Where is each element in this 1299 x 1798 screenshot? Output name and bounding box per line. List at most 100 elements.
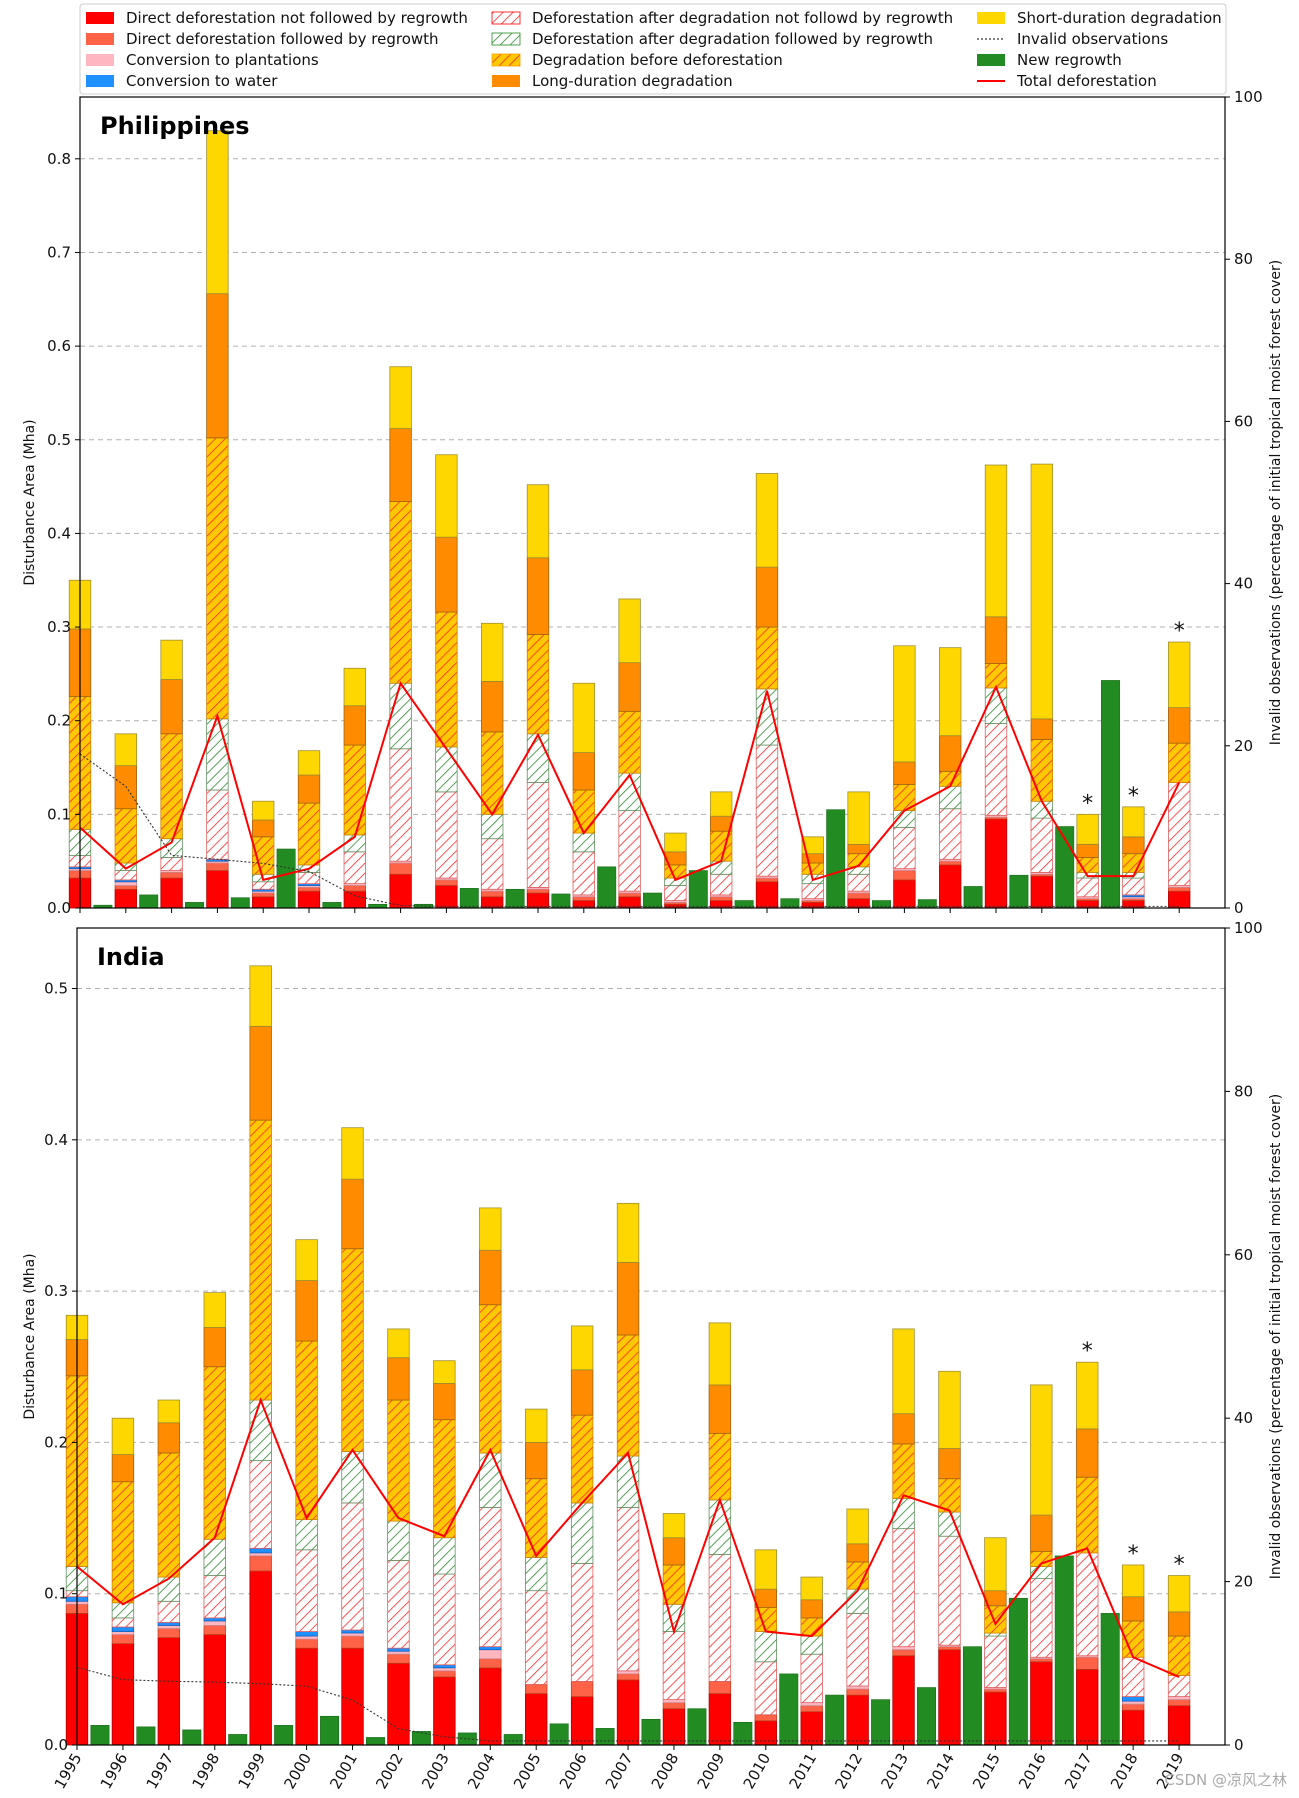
bar-stack-2005 — [526, 484, 550, 909]
bar-stack-2012 — [846, 1508, 869, 1746]
bar-direct-deforestation-followed-by-regrowth-2004 — [479, 1658, 502, 1669]
bar-degradation-before-deforestation-1996 — [111, 1481, 135, 1604]
bar-direct-deforestation-not-followed-by-regrowth-2009 — [708, 1693, 732, 1746]
bar-deforestation-after-degradation-not-followd-by-regrowth-2016 — [1030, 1578, 1053, 1658]
bar-direct-deforestation-not-followed-by-regrowth-2014 — [939, 864, 962, 909]
bar-long-duration-degradation-1999 — [252, 819, 275, 838]
bar-short-duration-degradation-2006 — [572, 682, 595, 753]
bar-direct-deforestation-followed-by-regrowth-2004 — [481, 890, 504, 898]
bar-deforestation-after-degradation-not-followd-by-regrowth-2000 — [297, 872, 321, 885]
bar-direct-deforestation-followed-by-regrowth-2000 — [295, 1638, 318, 1649]
bar-direct-deforestation-not-followed-by-regrowth-2002 — [387, 1662, 410, 1746]
y2-axis-title: Invalid observations (percentage of init… — [1268, 260, 1284, 745]
legend-label-invalid: Invalid observations — [1017, 30, 1168, 48]
bar-direct-deforestation-not-followed-by-regrowth-2004 — [479, 1667, 502, 1746]
bar-short-duration-degradation-2006 — [570, 1325, 594, 1371]
bar-deforestation-after-degradation-not-followd-by-regrowth-2016 — [1030, 817, 1053, 873]
bar-long-duration-degradation-2006 — [570, 1369, 594, 1416]
bar-conversion-to-plantations-2018 — [1121, 1700, 1145, 1705]
bar-conversion-to-water-2002 — [387, 1647, 410, 1652]
bar-new-regrowth-1996 — [139, 894, 159, 909]
bar-stack-2001 — [341, 1127, 364, 1746]
y-tick-label: 0.5 — [44, 980, 68, 998]
bar-long-duration-degradation-2013 — [892, 1413, 915, 1445]
bar-short-duration-degradation-2008 — [662, 1513, 686, 1539]
bar-short-duration-degradation-2015 — [984, 1537, 1007, 1592]
bar-short-duration-degradation-2011 — [801, 836, 824, 855]
bar-long-duration-degradation-2011 — [801, 853, 824, 864]
bar-deforestation-after-degradation-not-followd-by-regrowth-1996 — [111, 1617, 135, 1628]
bar-direct-deforestation-followed-by-regrowth-2018 — [1121, 1703, 1145, 1711]
plot-frame — [79, 96, 1226, 909]
bar-direct-deforestation-not-followed-by-regrowth-1998 — [203, 1634, 226, 1746]
x-tick-label-2012: 2012 — [831, 1750, 866, 1792]
bar-deforestation-after-degradation-not-followd-by-regrowth-2003 — [435, 791, 458, 879]
bar-deforestation-after-degradation-not-followd-by-regrowth-2011 — [801, 883, 824, 900]
bar-deforestation-after-degradation-not-followd-by-regrowth-2010 — [754, 1661, 777, 1716]
bar-deforestation-after-degradation-not-followd-by-regrowth-2001 — [343, 851, 366, 885]
bar-degradation-before-deforestation-2016 — [1030, 739, 1053, 802]
bar-stack-2003 — [433, 1360, 456, 1746]
legend-swatch-long-degr — [492, 75, 520, 87]
bar-degradation-before-deforestation-2004 — [479, 1304, 502, 1454]
bar-stack-2012 — [847, 791, 870, 909]
bar-long-duration-degradation-1997 — [157, 1422, 181, 1454]
legend-swatch-water — [86, 75, 114, 87]
bar-deforestation-after-degradation-followed-by-regrowth-2005 — [525, 1556, 548, 1592]
bar-short-duration-degradation-2014 — [938, 1370, 961, 1449]
y-tick-label: 0.3 — [44, 1282, 68, 1300]
bar-short-duration-degradation-2008 — [664, 832, 687, 853]
bar-short-duration-degradation-2014 — [939, 647, 962, 737]
bar-long-duration-degradation-2004 — [481, 680, 504, 733]
bar-conversion-to-plantations-2007 — [616, 1670, 640, 1675]
bar-stack-2016 — [1030, 1384, 1053, 1746]
legend-frame — [79, 3, 1227, 95]
bar-conversion-to-water-2001 — [341, 1629, 364, 1634]
bar-conversion-to-plantations-1997 — [157, 1625, 181, 1629]
bar-direct-deforestation-followed-by-regrowth-2010 — [755, 877, 779, 883]
x-tick-label-1998: 1998 — [189, 1750, 224, 1792]
legend-swatch-degr-defor-regrowth — [491, 32, 521, 46]
bar-new-regrowth-1999 — [274, 1725, 294, 1746]
invalid-observations-line — [76, 1666, 1180, 1742]
bar-long-duration-degradation-2007 — [616, 1261, 640, 1336]
bar-degradation-before-deforestation-2011 — [800, 1617, 823, 1637]
bar-new-regrowth-1997 — [182, 1729, 202, 1746]
y2-axis-title: Invalid observations (percentage of init… — [1268, 1094, 1284, 1579]
bar-degradation-before-deforestation-2007 — [616, 1334, 640, 1457]
bar-degradation-before-deforestation-2015 — [984, 1605, 1007, 1634]
bar-long-duration-degradation-2006 — [572, 752, 595, 791]
bar-deforestation-after-degradation-followed-by-regrowth-2011 — [800, 1635, 823, 1655]
total-deforestation-line — [76, 1397, 1180, 1678]
bar-stack-2004 — [479, 1207, 502, 1746]
asterisk-2019: * — [1174, 619, 1185, 644]
bar-direct-deforestation-followed-by-regrowth-2001 — [341, 1635, 364, 1649]
bar-direct-deforestation-not-followed-by-regrowth-2000 — [295, 1647, 318, 1746]
bar-short-duration-degradation-2017 — [1076, 813, 1099, 845]
legend-swatch-degr-before-defor — [491, 53, 521, 67]
bar-direct-deforestation-not-followed-by-regrowth-1999 — [249, 1570, 272, 1746]
bar-short-duration-degradation-1999 — [249, 965, 272, 1027]
bar-short-duration-degradation-2018 — [1122, 806, 1145, 838]
legend-label-degr-defor-regrowth: Deforestation after degradation followed… — [532, 30, 933, 48]
bar-long-duration-degradation-1997 — [160, 679, 183, 735]
bar-deforestation-after-degradation-not-followd-by-regrowth-2012 — [846, 1612, 869, 1687]
bar-new-regrowth-2017 — [1101, 680, 1120, 909]
bar-long-duration-degradation-1998 — [206, 293, 229, 439]
bar-stack-2006 — [570, 1325, 594, 1746]
bar-deforestation-after-degradation-not-followd-by-regrowth-2000 — [295, 1549, 318, 1632]
legend: Direct deforestation not followed by reg… — [79, 3, 1227, 95]
bar-long-duration-degradation-2000 — [295, 1280, 318, 1342]
bar-deforestation-after-degradation-not-followd-by-regrowth-1997 — [160, 857, 183, 871]
bar-long-duration-degradation-2009 — [708, 1384, 732, 1434]
bar-new-regrowth-1997 — [185, 902, 204, 909]
bar-stack-2017 — [1076, 813, 1099, 909]
bar-deforestation-after-degradation-followed-by-regrowth-2002 — [387, 1520, 410, 1561]
bar-short-duration-degradation-2004 — [479, 1207, 502, 1251]
bar-direct-deforestation-not-followed-by-regrowth-1998 — [206, 870, 229, 909]
bar-long-duration-degradation-2002 — [389, 428, 412, 502]
bar-short-duration-degradation-2012 — [847, 791, 870, 845]
bar-stack-2007 — [616, 1202, 640, 1746]
bar-long-duration-degradation-2018 — [1121, 1596, 1145, 1622]
y-tick-label: 0.3 — [47, 618, 71, 636]
